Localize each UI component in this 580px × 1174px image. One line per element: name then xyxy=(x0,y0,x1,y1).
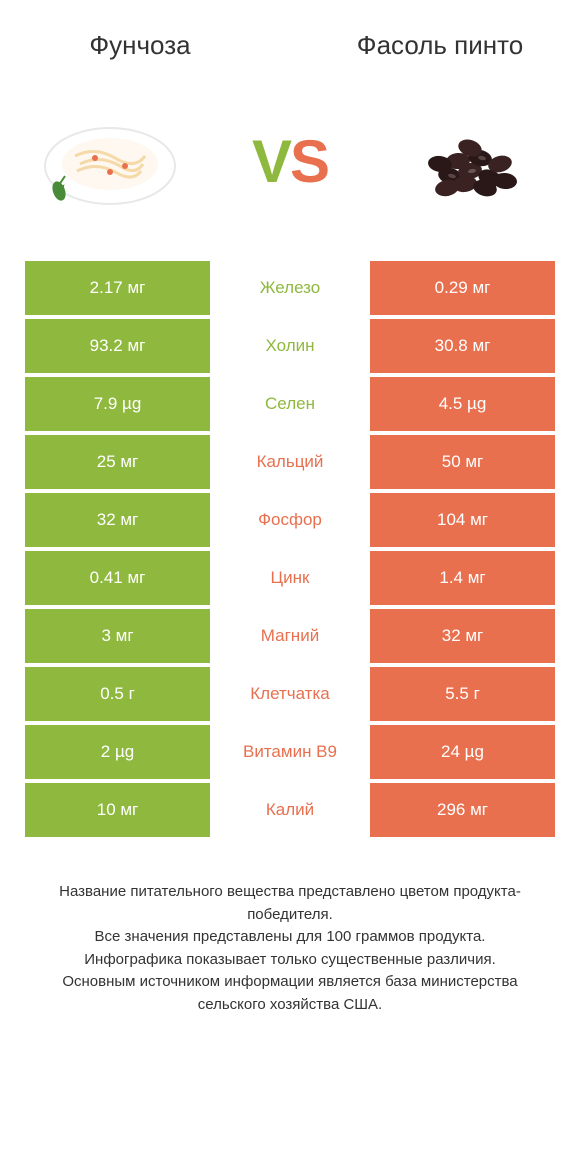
footer-line: Все значения представлены для 100 граммо… xyxy=(30,926,550,949)
left-value: 2.17 мг xyxy=(25,261,210,315)
footer-line: Инфографика показывает только существенн… xyxy=(30,949,550,972)
left-value: 25 мг xyxy=(25,435,210,489)
table-row: 0.41 мг Цинк 1.4 мг xyxy=(25,551,555,605)
right-value: 0.29 мг xyxy=(370,261,555,315)
nutrient-label: Витамин B9 xyxy=(210,725,370,779)
right-value: 5.5 г xyxy=(370,667,555,721)
nutrient-label: Фосфор xyxy=(210,493,370,547)
right-value: 1.4 мг xyxy=(370,551,555,605)
table-row: 0.5 г Клетчатка 5.5 г xyxy=(25,667,555,721)
footer-line: Основным источником информации является … xyxy=(30,971,550,1016)
nutrient-label: Калий xyxy=(210,783,370,837)
beans-icon xyxy=(395,106,545,216)
comparison-table: 2.17 мг Железо 0.29 мг 93.2 мг Холин 30.… xyxy=(0,261,580,837)
vs-v-letter: V xyxy=(252,128,290,195)
vs-s-letter: S xyxy=(290,128,328,195)
nutrient-label: Холин xyxy=(210,319,370,373)
left-product-title: Фунчоза xyxy=(40,30,240,61)
left-value: 0.5 г xyxy=(25,667,210,721)
nutrient-label: Магний xyxy=(210,609,370,663)
right-value: 30.8 мг xyxy=(370,319,555,373)
table-row: 2.17 мг Железо 0.29 мг xyxy=(25,261,555,315)
left-value: 2 µg xyxy=(25,725,210,779)
right-value: 4.5 µg xyxy=(370,377,555,431)
nutrient-label: Селен xyxy=(210,377,370,431)
right-value: 104 мг xyxy=(370,493,555,547)
left-value: 7.9 µg xyxy=(25,377,210,431)
table-row: 7.9 µg Селен 4.5 µg xyxy=(25,377,555,431)
right-value: 50 мг xyxy=(370,435,555,489)
right-value: 296 мг xyxy=(370,783,555,837)
right-value: 24 µg xyxy=(370,725,555,779)
right-product-title: Фасоль пинто xyxy=(340,30,540,61)
left-value: 10 мг xyxy=(25,783,210,837)
right-value: 32 мг xyxy=(370,609,555,663)
images-row: VS xyxy=(0,81,580,261)
nutrient-label: Железо xyxy=(210,261,370,315)
vs-label: VS xyxy=(252,127,328,196)
footer-notes: Название питательного вещества представл… xyxy=(0,841,580,1036)
table-row: 3 мг Магний 32 мг xyxy=(25,609,555,663)
header: Фунчоза Фасоль пинто xyxy=(0,0,580,81)
table-row: 10 мг Калий 296 мг xyxy=(25,783,555,837)
footer-line: Название питательного вещества представл… xyxy=(30,881,550,926)
left-value: 0.41 мг xyxy=(25,551,210,605)
table-row: 25 мг Кальций 50 мг xyxy=(25,435,555,489)
right-food-image xyxy=(390,101,550,221)
nutrient-label: Клетчатка xyxy=(210,667,370,721)
noodles-icon xyxy=(35,106,185,216)
left-value: 32 мг xyxy=(25,493,210,547)
nutrient-label: Кальций xyxy=(210,435,370,489)
left-value: 93.2 мг xyxy=(25,319,210,373)
left-value: 3 мг xyxy=(25,609,210,663)
nutrient-label: Цинк xyxy=(210,551,370,605)
left-food-image xyxy=(30,101,190,221)
table-row: 2 µg Витамин B9 24 µg xyxy=(25,725,555,779)
table-row: 32 мг Фосфор 104 мг xyxy=(25,493,555,547)
table-row: 93.2 мг Холин 30.8 мг xyxy=(25,319,555,373)
